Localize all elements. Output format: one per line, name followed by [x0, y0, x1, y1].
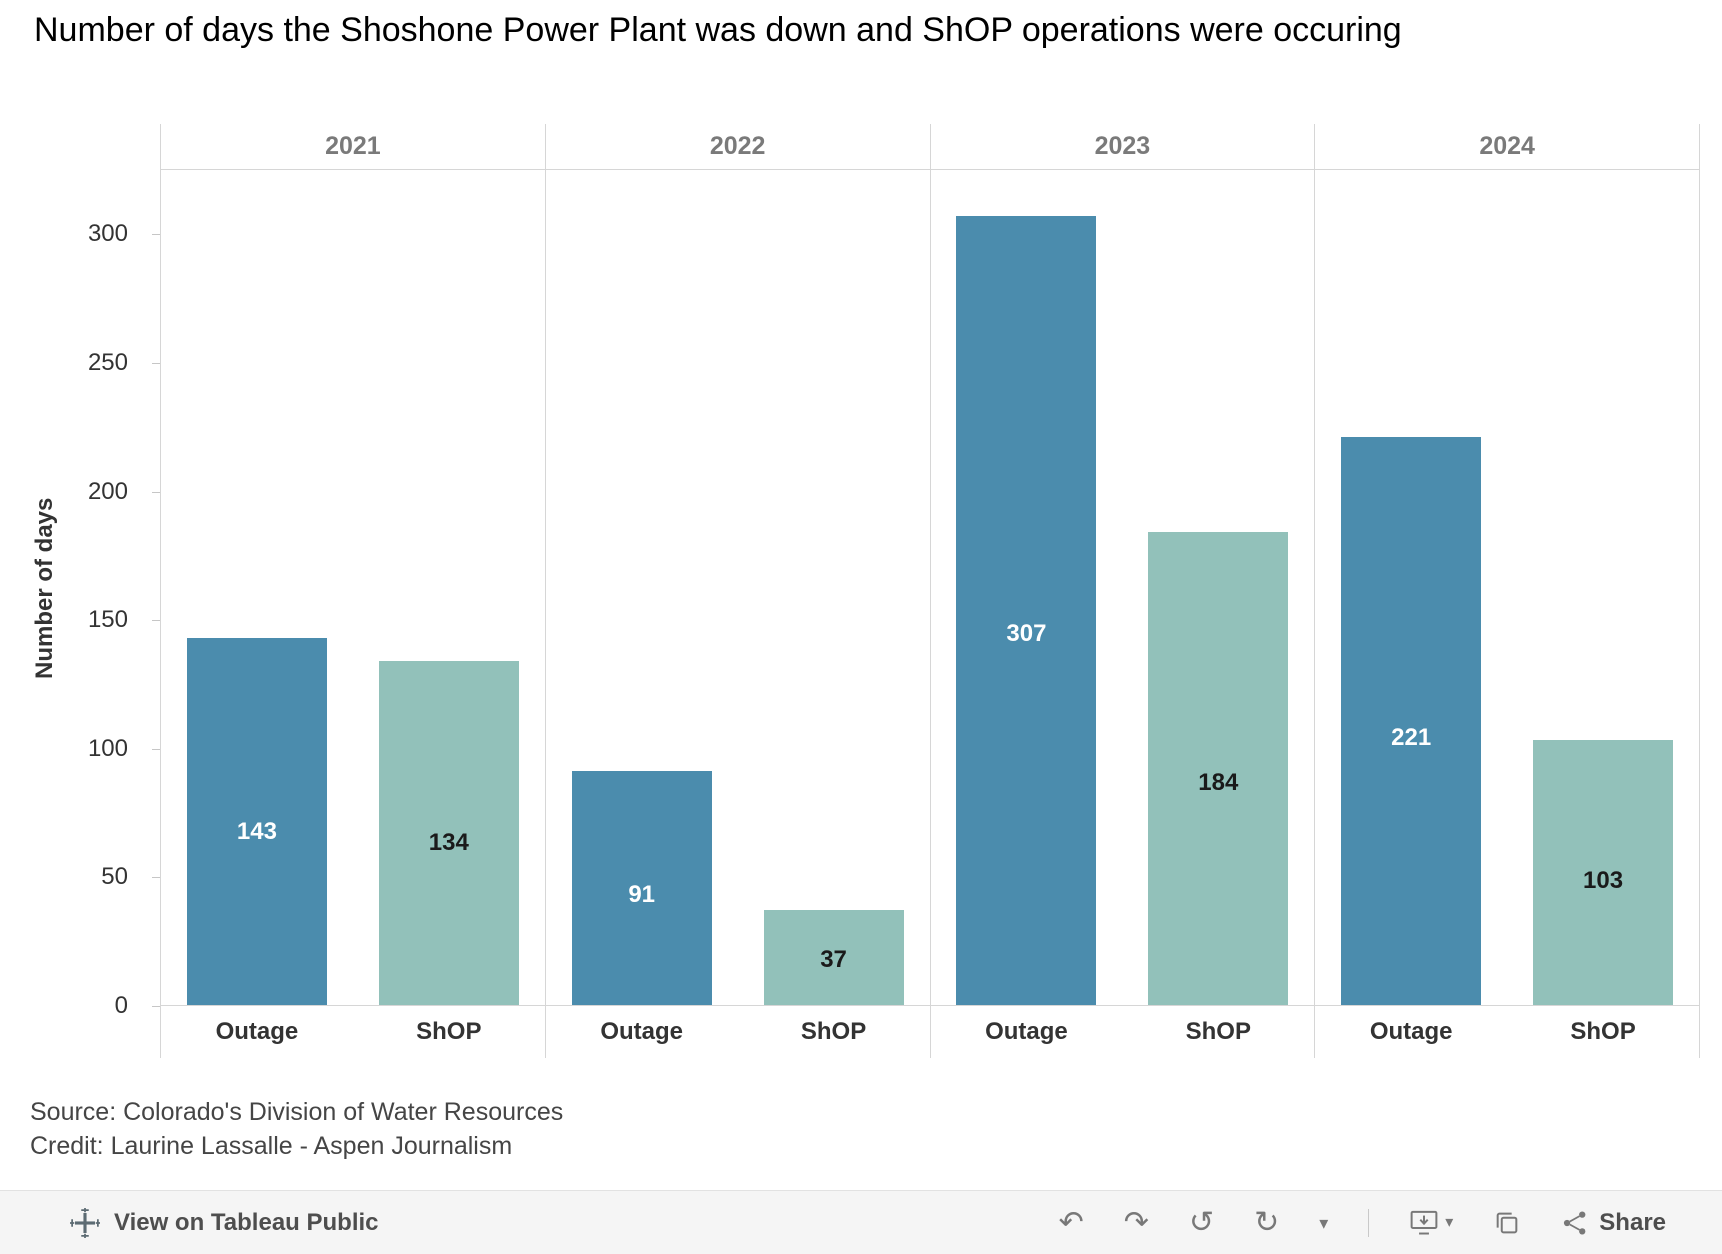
bar-slot-shop-2023: 184: [1122, 170, 1314, 1005]
plot-area: 2021 143 134 Outage ShOP 2022 91 37 Outage ShOP 20…: [160, 124, 1700, 1058]
undo-icon: ↶: [1058, 1205, 1084, 1239]
y-tick-label: 200: [87, 477, 128, 505]
bar-slot-outage-2023: 307: [931, 170, 1123, 1005]
toolbar-divider: [1368, 1208, 1370, 1237]
bar-value-shop-2021: 134: [428, 829, 469, 857]
y-tick-mark: [152, 362, 160, 364]
panel-2023: 2023 307 184 Outage ShOP: [929, 124, 1315, 1058]
refresh-icon: ↻: [1254, 1205, 1280, 1239]
bar-value-shop-2022: 37: [820, 946, 847, 974]
revert-icon: ↺: [1188, 1205, 1215, 1239]
category-labels-2024: Outage ShOP: [1315, 1006, 1699, 1058]
y-tick-mark: [152, 877, 160, 879]
bar-value-outage-2022: 91: [628, 881, 656, 909]
bar-outage-2023[interactable]: 307: [956, 216, 1097, 1005]
auto-update-dropdown-button[interactable]: ▾: [1319, 1214, 1328, 1232]
bar-shop-2021[interactable]: 134: [378, 660, 519, 1005]
category-label-outage-2024: Outage: [1369, 1018, 1453, 1045]
fullscreen-icon: [1496, 1212, 1518, 1233]
bar-slot-outage-2024: 221: [1315, 170, 1507, 1005]
chevron-down-icon: ▾: [1445, 1213, 1454, 1231]
bar-value-outage-2023: 307: [1006, 620, 1047, 648]
year-header-2021: 2021: [161, 124, 545, 170]
category-label-shop-2022: ShOP: [800, 1018, 867, 1045]
year-header-2022: 2022: [545, 124, 930, 170]
y-tick-mark: [152, 234, 160, 236]
view-on-tableau-public-label: View on Tableau Public: [114, 1208, 379, 1236]
category-label-outage-2021: Outage: [215, 1018, 299, 1045]
fullscreen-button[interactable]: [1493, 1209, 1521, 1237]
y-tick-mark: [152, 491, 160, 493]
y-tick-mark: [152, 1006, 160, 1007]
y-tick-label: 100: [87, 734, 128, 762]
y-tick-label: 50: [101, 863, 128, 891]
download-button[interactable]: ▾: [1409, 1210, 1453, 1236]
category-label-shop-2024: ShOP: [1570, 1018, 1636, 1045]
bar-slot-outage-2022: 91: [546, 170, 738, 1005]
y-tick-label: 250: [87, 348, 128, 376]
panel-body-2024: 221 103: [1315, 170, 1699, 1006]
share-label: Share: [1599, 1208, 1666, 1236]
year-header-2023: 2023: [930, 124, 1315, 170]
share-button[interactable]: Share: [1561, 1209, 1666, 1237]
y-tick-label: 150: [87, 606, 128, 634]
undo-button[interactable]: ↶: [1058, 1205, 1084, 1239]
bar-slot-shop-2021: 134: [353, 170, 545, 1005]
bar-value-shop-2023: 184: [1198, 768, 1239, 796]
category-label-shop-2023: ShOP: [1185, 1018, 1251, 1045]
chevron-down-icon: ▾: [1319, 1212, 1329, 1233]
category-label-outage-2023: Outage: [985, 1018, 1068, 1045]
bar-shop-2023[interactable]: 184: [1148, 532, 1289, 1005]
y-tick-mark: [152, 620, 160, 622]
bar-slot-outage-2021: 143: [161, 170, 353, 1005]
bar-outage-2021[interactable]: 143: [186, 637, 327, 1005]
bar-slot-shop-2022: 37: [738, 170, 930, 1005]
bar-outage-2024[interactable]: 221: [1341, 437, 1482, 1005]
category-labels-2023: Outage ShOP: [931, 1006, 1315, 1058]
bar-value-shop-2024: 103: [1583, 866, 1624, 894]
redo-button[interactable]: ↷: [1123, 1205, 1149, 1239]
category-labels-2022: Outage ShOP: [546, 1006, 930, 1058]
source-text: Source: Colorado's Division of Water Res…: [30, 1098, 564, 1126]
panel-2021: 2021 143 134 Outage ShOP: [161, 124, 545, 1058]
bar-shop-2022[interactable]: 37: [763, 909, 904, 1005]
y-tick-mark: [152, 748, 160, 750]
panel-body-2023: 307 184: [930, 170, 1315, 1006]
download-icon: [1410, 1210, 1438, 1235]
y-tick-label: 300: [87, 220, 128, 248]
panel-body-2021: 143 134: [161, 170, 545, 1006]
y-axis: 0 50 100 150 200 250 300: [0, 170, 160, 1019]
bar-value-outage-2024: 221: [1391, 724, 1432, 752]
tableau-toolbar: View on Tableau Public ↶ ↷ ↺ ↻ ▾: [0, 1190, 1722, 1254]
bar-outage-2022[interactable]: 91: [571, 771, 712, 1005]
credit-text: Credit: Laurine Lassalle - Aspen Journal…: [30, 1132, 513, 1160]
tableau-logo-icon: [70, 1207, 100, 1238]
view-on-tableau-public-link[interactable]: View on Tableau Public: [70, 1207, 379, 1238]
share-icon: [1564, 1210, 1586, 1235]
panel-2024: 2024 221 103 Outage ShOP: [1314, 124, 1699, 1058]
redo-icon: ↷: [1123, 1205, 1149, 1239]
toolbar-actions: ↶ ↷ ↺ ↻ ▾ ▾: [1058, 1205, 1666, 1239]
category-label-outage-2022: Outage: [600, 1018, 684, 1045]
panel-2022: 2022 91 37 Outage ShOP: [544, 124, 930, 1058]
refresh-button[interactable]: ↻: [1254, 1205, 1280, 1239]
bar-slot-shop-2024: 103: [1507, 170, 1699, 1005]
y-tick-label: 0: [114, 992, 128, 1019]
bar-shop-2024[interactable]: 103: [1533, 740, 1674, 1005]
category-label-shop-2021: ShOP: [416, 1018, 482, 1045]
panel-body-2022: 91 37: [545, 170, 930, 1006]
revert-button[interactable]: ↺: [1188, 1205, 1215, 1239]
category-labels-2021: Outage ShOP: [161, 1006, 545, 1058]
bar-value-outage-2021: 143: [236, 818, 277, 846]
year-header-2024: 2024: [1315, 124, 1699, 170]
chart-title: Number of days the Shoshone Power Plant …: [34, 11, 1402, 49]
